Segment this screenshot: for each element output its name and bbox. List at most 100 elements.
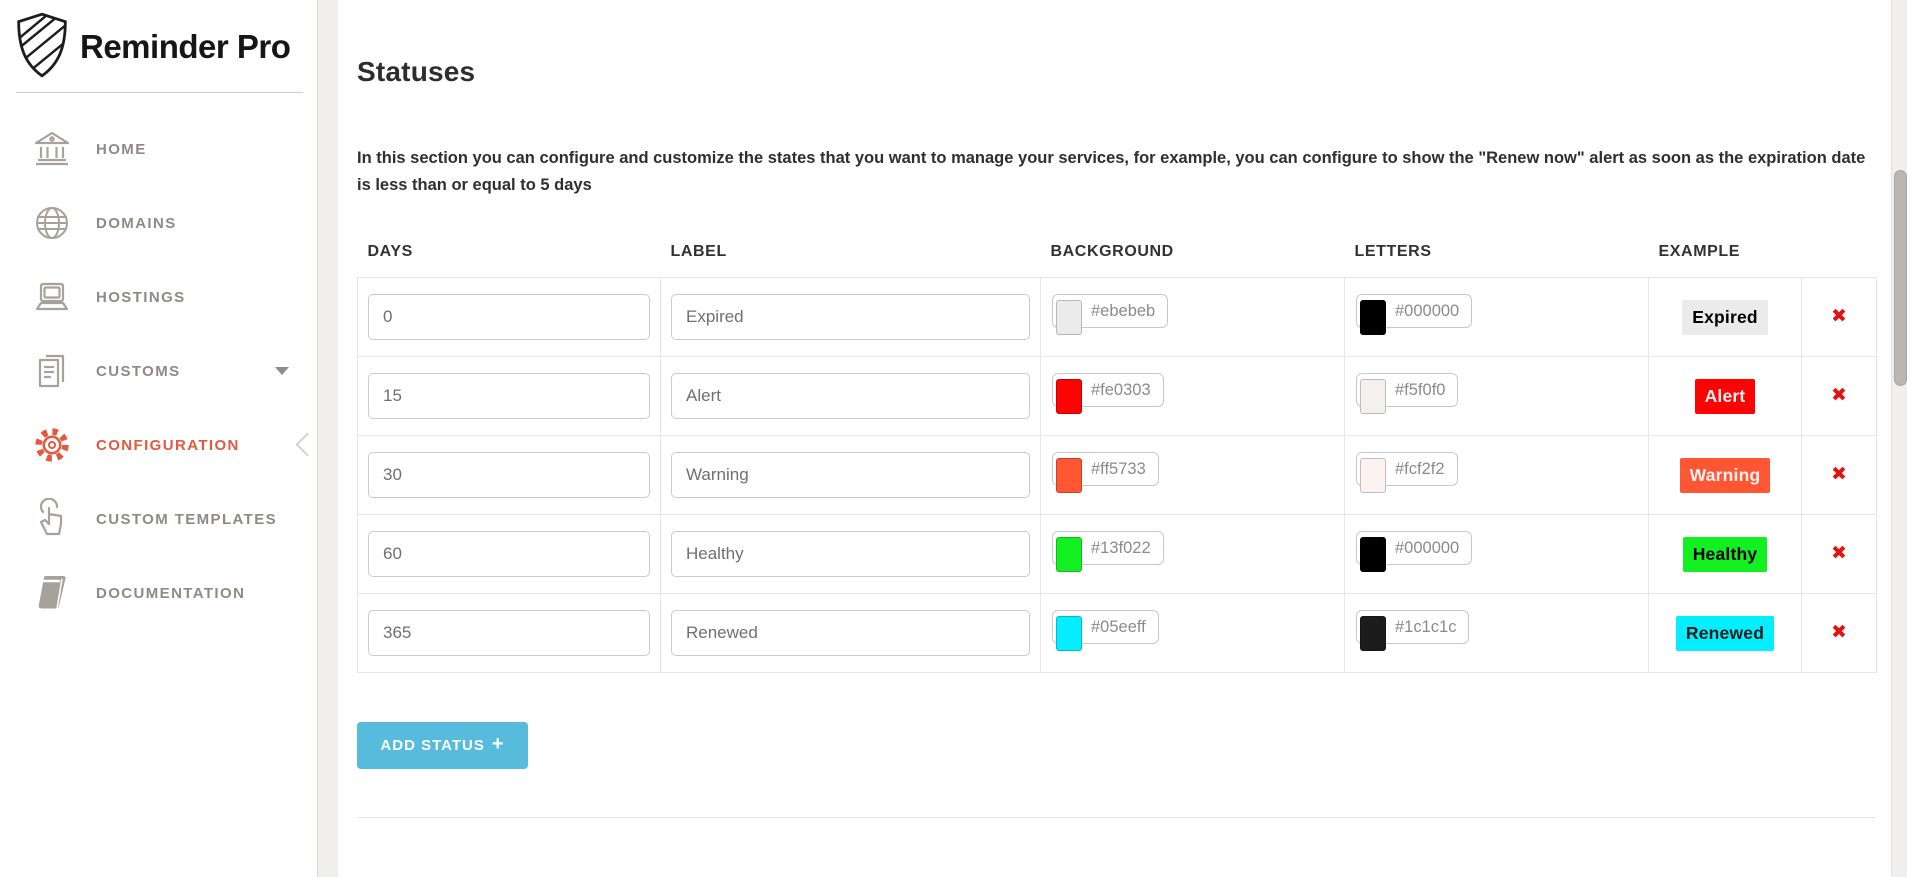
column-header-example: EXAMPLE: [1658, 243, 1741, 260]
laptop-icon: [30, 278, 74, 316]
color-swatch[interactable]: [1360, 616, 1386, 651]
letters-color-field[interactable]: #000000: [1356, 531, 1473, 572]
label-input[interactable]: [671, 452, 1030, 498]
color-swatch[interactable]: [1056, 300, 1082, 335]
color-swatch[interactable]: [1360, 458, 1386, 493]
active-item-chevron-left-icon: [293, 434, 315, 456]
sidebar: Reminder Pro HOME DOMAINS HOSTINGS CUSTOMS C…: [0, 0, 318, 877]
hex-value: #fe0303: [1091, 381, 1151, 399]
shield-logo-icon: [14, 10, 70, 85]
logo-divider: [16, 92, 303, 93]
hex-value: #fcf2f2: [1395, 460, 1445, 478]
letters-color-field[interactable]: #fcf2f2: [1356, 452, 1458, 493]
label-input[interactable]: [671, 294, 1030, 340]
delete-status-button[interactable]: ✖: [1831, 463, 1847, 485]
letters-color-field[interactable]: #1c1c1c: [1356, 610, 1470, 651]
example-badge: Healthy: [1682, 536, 1768, 572]
background-color-field[interactable]: #ebebeb: [1052, 294, 1169, 335]
color-swatch[interactable]: [1056, 616, 1082, 651]
days-input[interactable]: [368, 531, 650, 577]
documents-icon: [30, 350, 74, 392]
color-swatch[interactable]: [1056, 379, 1082, 414]
sidebar-item-label: CONFIGURATION: [96, 436, 240, 454]
add-status-label: ADD STATUS: [380, 737, 485, 754]
hex-value: #05eeff: [1091, 618, 1146, 636]
table-header-row: DAYS LABEL BACKGROUND LETTERS EXAMPLE: [358, 243, 1877, 278]
sidebar-item-customs[interactable]: CUSTOMS: [0, 334, 317, 408]
globe-icon: [30, 203, 74, 243]
bottom-divider: [357, 817, 1876, 818]
example-badge: Renewed: [1675, 615, 1775, 651]
hex-value: #ebebeb: [1091, 302, 1156, 320]
column-header-background: BACKGROUND: [1050, 243, 1174, 260]
brand-name: Reminder Pro: [80, 28, 291, 65]
status-row-alert: #fe0303 #f5f0f0 Alert ✖: [357, 356, 1877, 436]
days-input[interactable]: [368, 452, 650, 498]
hex-value: #000000: [1395, 539, 1460, 557]
letters-color-field[interactable]: #f5f0f0: [1356, 373, 1459, 414]
column-header-label: LABEL: [670, 243, 727, 260]
status-row-healthy: #13f022 #000000 Healthy ✖: [357, 514, 1877, 594]
label-input[interactable]: [671, 610, 1030, 656]
main-content: Statuses In this section you can configu…: [338, 0, 1891, 877]
label-input[interactable]: [671, 531, 1030, 577]
sidebar-item-label: HOSTINGS: [96, 288, 186, 306]
hex-value: #ff5733: [1091, 460, 1146, 478]
bank-icon: [30, 129, 74, 169]
days-input[interactable]: [368, 610, 650, 656]
page-title: Statuses: [357, 56, 476, 87]
gear-icon: [30, 424, 74, 466]
sidebar-item-label: CUSTOM TEMPLATES: [96, 510, 278, 528]
sidebar-nav: HOME DOMAINS HOSTINGS CUSTOMS CONFIGURATION C…: [0, 112, 317, 630]
vertical-scrollbar[interactable]: [1891, 0, 1907, 877]
plus-icon: +: [491, 733, 505, 755]
book-icon: [30, 573, 74, 613]
page-description: In this section you can configure and cu…: [357, 149, 1866, 194]
hex-value: #000000: [1395, 302, 1460, 320]
background-color-field[interactable]: #05eeff: [1052, 610, 1159, 651]
hex-value: #f5f0f0: [1395, 381, 1446, 399]
delete-status-button[interactable]: ✖: [1831, 621, 1847, 643]
column-header-letters: LETTERS: [1354, 243, 1432, 260]
color-swatch[interactable]: [1056, 537, 1082, 572]
sidebar-item-configuration[interactable]: CONFIGURATION: [0, 408, 317, 482]
background-color-field[interactable]: #ff5733: [1052, 452, 1159, 493]
status-row-expired: #ebebeb #000000 Expired ✖: [357, 277, 1877, 357]
sidebar-item-documentation[interactable]: DOCUMENTATION: [0, 556, 317, 630]
hex-value: #13f022: [1091, 539, 1151, 557]
sidebar-item-label: HOME: [96, 140, 147, 158]
sidebar-gutter: [318, 0, 338, 877]
days-input[interactable]: [368, 294, 650, 340]
sidebar-item-hostings[interactable]: HOSTINGS: [0, 260, 317, 334]
sidebar-item-home[interactable]: HOME: [0, 112, 317, 186]
hex-value: #1c1c1c: [1395, 618, 1457, 636]
example-badge: Warning: [1679, 457, 1771, 493]
background-color-field[interactable]: #13f022: [1052, 531, 1164, 572]
tap-icon: [30, 498, 74, 540]
label-input[interactable]: [671, 373, 1030, 419]
chevron-down-icon[interactable]: [275, 366, 289, 375]
scrollbar-thumb[interactable]: [1894, 170, 1907, 386]
sidebar-item-domains[interactable]: DOMAINS: [0, 186, 317, 260]
column-header-days: DAYS: [367, 243, 413, 260]
brand-logo[interactable]: Reminder Pro: [0, 0, 317, 82]
sidebar-item-label: CUSTOMS: [96, 362, 181, 380]
color-swatch[interactable]: [1360, 379, 1386, 414]
background-color-field[interactable]: #fe0303: [1052, 373, 1164, 414]
delete-status-button[interactable]: ✖: [1831, 542, 1847, 564]
example-badge: Expired: [1682, 299, 1768, 335]
sidebar-item-custom-templates[interactable]: CUSTOM TEMPLATES: [0, 482, 317, 556]
color-swatch[interactable]: [1056, 458, 1082, 493]
add-status-button[interactable]: ADD STATUS +: [357, 722, 528, 769]
status-row-warning: #ff5733 #fcf2f2 Warning ✖: [357, 435, 1877, 515]
color-swatch[interactable]: [1360, 537, 1386, 572]
statuses-table: DAYS LABEL BACKGROUND LETTERS EXAMPLE #ebebe…: [357, 243, 1877, 673]
delete-status-button[interactable]: ✖: [1831, 305, 1847, 327]
days-input[interactable]: [368, 373, 650, 419]
status-row-renewed: #05eeff #1c1c1c Renewed ✖: [357, 593, 1877, 673]
example-badge: Alert: [1694, 378, 1756, 414]
letters-color-field[interactable]: #000000: [1356, 294, 1473, 335]
color-swatch[interactable]: [1360, 300, 1386, 335]
delete-status-button[interactable]: ✖: [1831, 384, 1847, 406]
